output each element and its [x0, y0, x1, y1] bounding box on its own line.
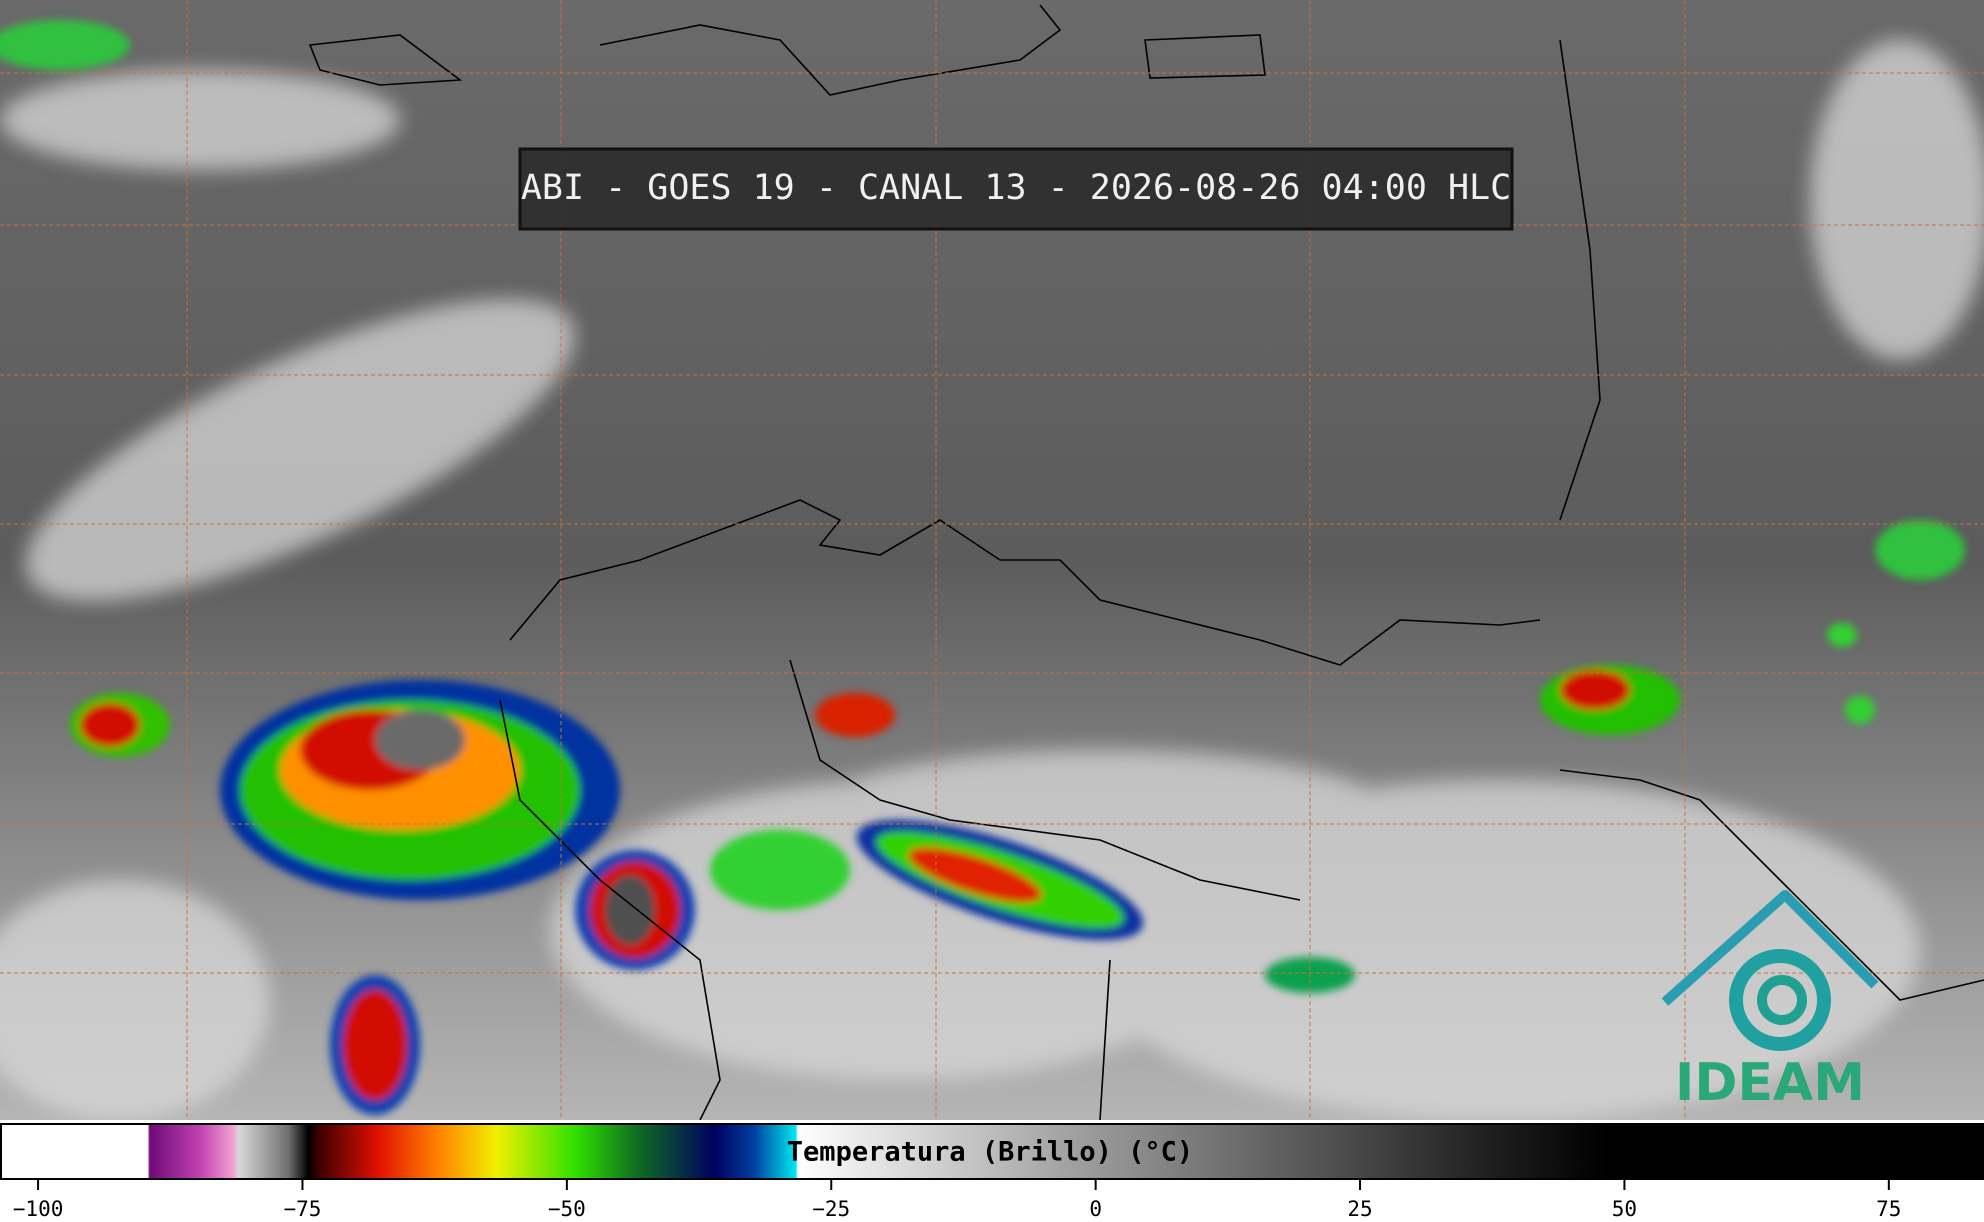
title: ABI - GOES 19 - CANAL 13 - 2026-08-26 04… — [521, 168, 1511, 208]
colorbar-tick-label: 25 — [1347, 1197, 1372, 1221]
logo: IDEAM — [1661, 890, 1879, 1113]
title-box: ABI - GOES 19 - CANAL 13 - 2026-08-26 04… — [518, 147, 1514, 231]
colorbar-tick-label: −75 — [283, 1197, 321, 1221]
logo-text: IDEAM — [1675, 1053, 1865, 1113]
colorbar-label: Temperatura (Brillo) (°C) — [787, 1137, 1193, 1168]
colorbar-tick-label: 50 — [1612, 1197, 1637, 1221]
colorbar-tick-label: −100 — [13, 1197, 64, 1221]
colorbar-tick-label: −25 — [812, 1197, 850, 1221]
colorbar: Temperatura (Brillo) (°C) — [0, 1120, 1984, 1222]
colorbar-tick-label: 75 — [1876, 1197, 1901, 1221]
colorbar-tick-label: 0 — [1089, 1197, 1102, 1221]
colorbar-tick-label: −50 — [548, 1197, 586, 1221]
graticule — [0, 0, 1984, 1120]
